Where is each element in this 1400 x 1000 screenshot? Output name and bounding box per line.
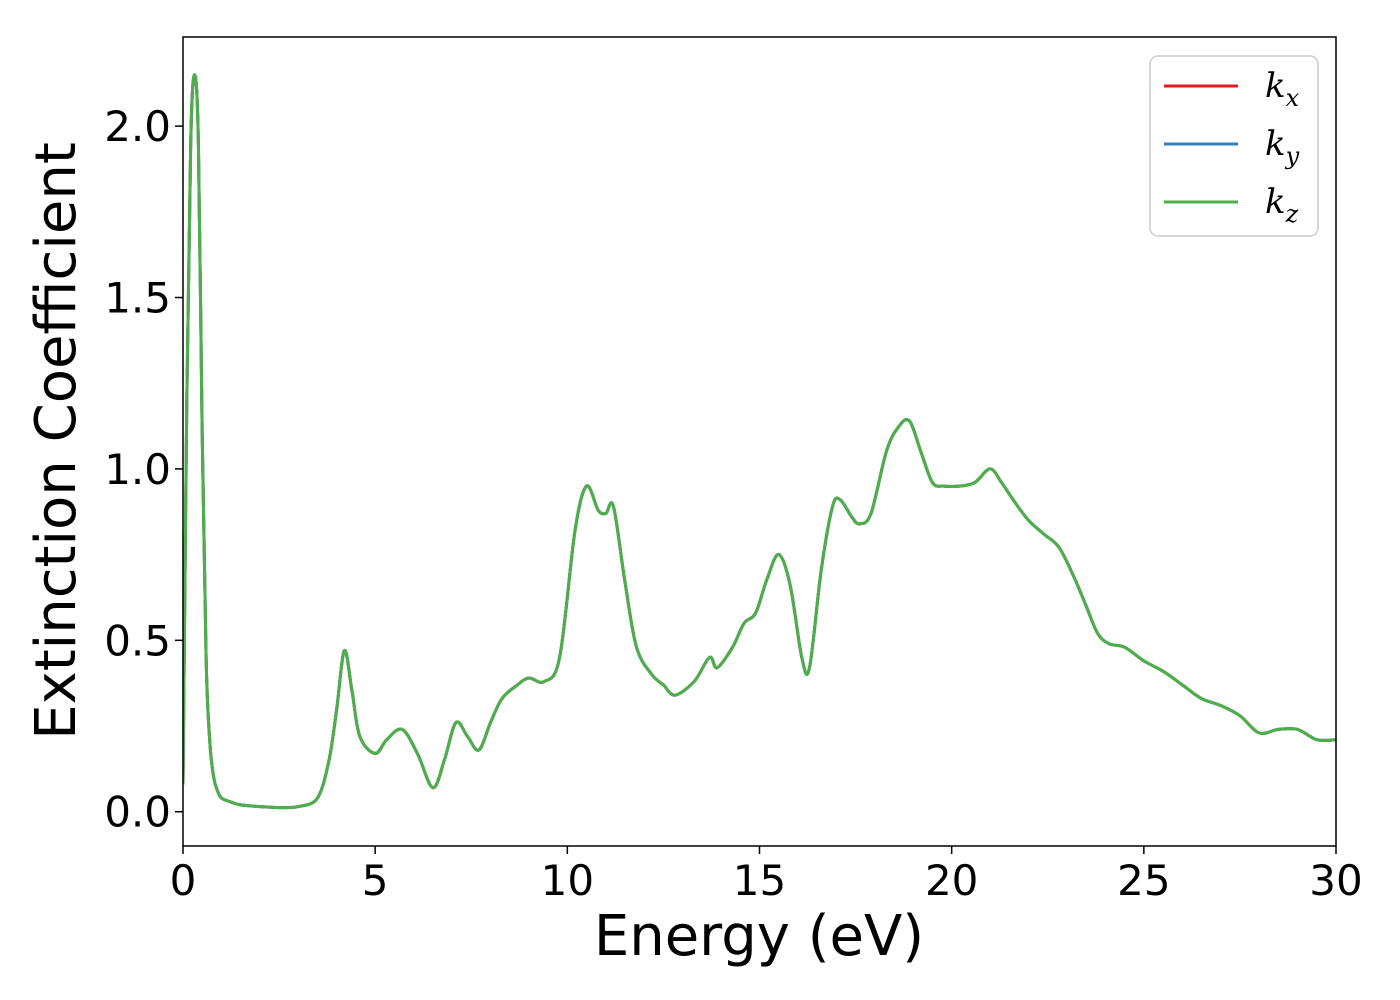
x-tick-label: 5 <box>362 856 389 905</box>
y-tick-label: 0.0 <box>104 788 171 837</box>
x-axis-ticks: 0 5 10 15 20 25 30 <box>170 846 1363 905</box>
series-layer <box>183 73 1336 810</box>
x-axis-label: Energy (eV) <box>594 904 924 969</box>
y-tick-label: 1.5 <box>104 274 171 323</box>
legend: kx ky kz <box>1149 55 1319 237</box>
y-tick-label: 0.5 <box>104 616 171 665</box>
x-tick-label: 10 <box>541 856 594 905</box>
y-tick-label: 2.0 <box>104 102 171 151</box>
legend-label-k-y: ky <box>1265 124 1300 170</box>
y-axis-ticks: 0.0 0.5 1.0 1.5 2.0 <box>104 102 183 837</box>
y-axis-label: Extinction Coefficient <box>24 142 89 740</box>
x-tick-label: 0 <box>170 856 197 905</box>
x-tick-label: 20 <box>925 856 978 905</box>
legend-label-k-z: kz <box>1265 182 1299 228</box>
x-tick-label: 30 <box>1309 856 1362 905</box>
x-tick-label: 25 <box>1117 856 1170 905</box>
legend-label-k-x: kx <box>1265 66 1300 112</box>
legend-frame <box>1149 55 1319 237</box>
x-tick-label: 15 <box>733 856 786 905</box>
series-line-k-z <box>183 73 1336 810</box>
plot-frame <box>182 36 1337 847</box>
y-tick-label: 1.0 <box>104 445 171 494</box>
